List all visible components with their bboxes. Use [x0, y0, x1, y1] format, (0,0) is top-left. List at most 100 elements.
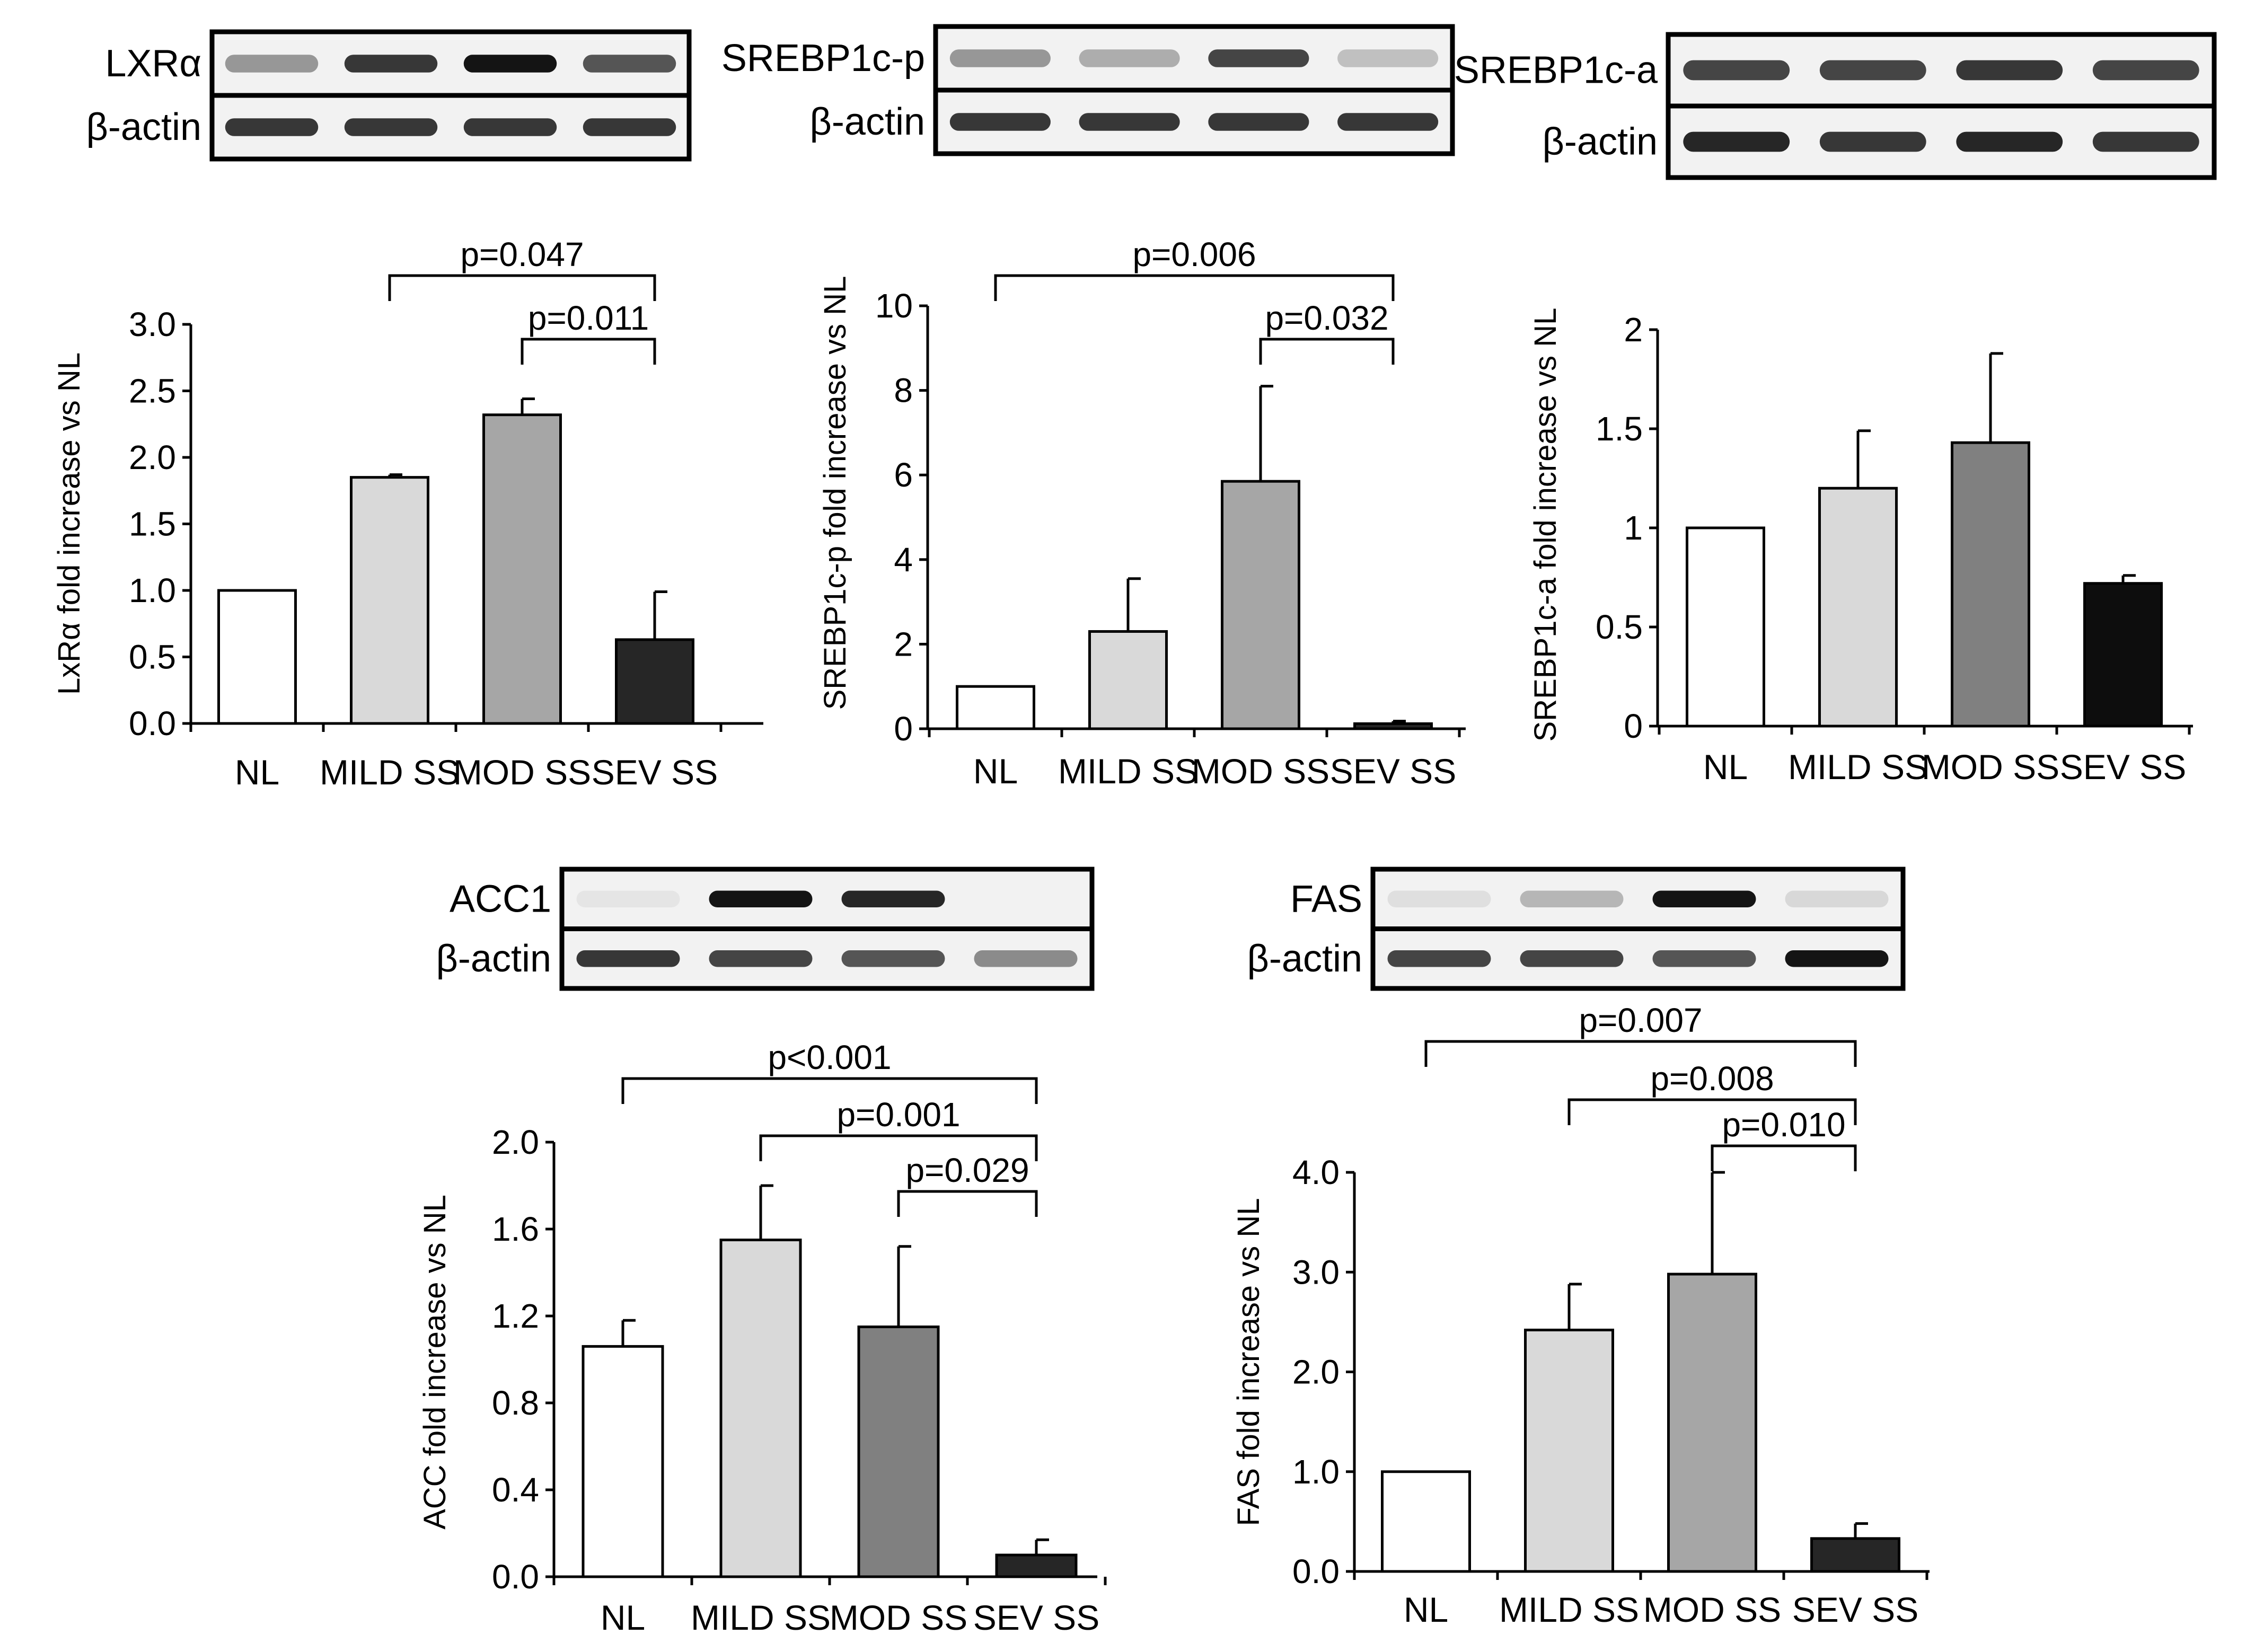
significance-bracket	[621, 1077, 1038, 1104]
y-tick-label: 2.5	[129, 372, 176, 410]
y-tick-label: 2.0	[129, 438, 176, 476]
bar-chart-fas: 0.0 1.0 2.0 3.0 4.0 NL MILD SS MOD SS SEV SS FAS …	[1231, 1001, 1930, 1629]
blot-band	[841, 950, 945, 967]
p-value-label: p<0.001	[768, 1038, 891, 1076]
blot-band	[1079, 49, 1180, 67]
y-tick-label: 0.0	[1292, 1552, 1340, 1591]
blot-band	[974, 950, 1078, 967]
blot-band	[1337, 113, 1439, 131]
bar-sev-ss	[2083, 582, 2163, 728]
blot-protein-label: LXRα	[105, 42, 201, 85]
blot-band	[1683, 60, 1790, 81]
blot-band	[576, 890, 680, 907]
bar-mod-ss	[857, 1326, 940, 1578]
y-tick-label: 1.5	[1596, 410, 1643, 448]
significance-bracket	[1567, 1098, 1857, 1125]
significance-bracket	[897, 1190, 1038, 1217]
protein-blot-row	[559, 867, 1095, 931]
bar-mod-ss	[1951, 441, 2030, 728]
blot-band	[1652, 950, 1756, 967]
category-label: MOD SS	[1192, 752, 1329, 791]
y-tick-label: 2.0	[492, 1123, 539, 1161]
category-label: SEV SS	[592, 753, 718, 792]
blot-band	[709, 950, 813, 967]
blot-band	[1208, 49, 1309, 67]
blot-band	[1819, 131, 1926, 152]
category-label: NL	[1404, 1590, 1448, 1629]
bar-nl	[1381, 1470, 1471, 1573]
category-label: SEV SS	[1792, 1590, 1918, 1629]
y-axis-label: FAS fold increase vs NL	[1231, 1198, 1266, 1526]
y-tick-label: 0.0	[492, 1558, 539, 1596]
category-label: MILD SS	[691, 1598, 831, 1637]
blot-band	[1208, 113, 1309, 131]
category-label: MOD SS	[830, 1598, 967, 1637]
significance-bracket	[521, 338, 656, 365]
blot-band	[1520, 890, 1624, 907]
blot-loading-label: β-actin	[1543, 121, 1658, 163]
y-tick-label: 10	[875, 287, 913, 325]
bar-nl	[956, 685, 1035, 730]
blot-band	[1785, 890, 1889, 907]
blot-loading-label: β-actin	[810, 101, 925, 143]
y-tick-label: 3.0	[129, 305, 176, 343]
y-tick-label: 0.5	[129, 638, 176, 676]
y-tick-label: 2	[1624, 311, 1643, 349]
western-blot-lxr: LXRα β-actin	[86, 29, 692, 162]
significance-bracket	[388, 274, 656, 301]
bar-sev-ss	[1353, 722, 1433, 730]
category-label: MILD SS	[1499, 1590, 1639, 1629]
bar-mild-ss	[1088, 630, 1168, 730]
bar-mild-ss	[1818, 487, 1898, 728]
bar-mild-ss	[719, 1239, 802, 1578]
bar-sev-ss	[615, 638, 694, 725]
western-blot-srebp_p: SREBP1c-p β-actin	[721, 24, 1455, 156]
p-value-label: p=0.047	[460, 235, 584, 273]
category-label: MOD SS	[453, 753, 591, 792]
y-axis-label: SREBP1c-p fold increase vs NL	[818, 276, 852, 710]
p-value-label: p=0.007	[1579, 1001, 1702, 1039]
y-tick-label: 1	[1624, 509, 1643, 547]
category-label: NL	[235, 753, 279, 792]
blot-band	[1819, 60, 1926, 81]
y-tick-label: 4	[894, 541, 913, 579]
category-label: SEV SS	[973, 1598, 1099, 1637]
blot-band	[709, 890, 813, 907]
blot-band	[225, 55, 319, 73]
y-axis-label: ACC fold increase vs NL	[418, 1195, 452, 1530]
category-label: SEV SS	[1330, 752, 1456, 791]
y-tick-label: 2	[894, 625, 913, 663]
bar-mod-ss	[482, 413, 562, 725]
blot-band	[576, 950, 680, 967]
bar-nl	[1686, 526, 1765, 728]
blot-band	[463, 118, 557, 136]
significance-bracket	[994, 274, 1395, 301]
y-axis-label: SREBP1c-a fold increase vs NL	[1528, 308, 1563, 742]
blot-band	[1956, 60, 2063, 81]
p-value-label: p=0.006	[1132, 235, 1256, 273]
y-tick-label: 0	[1624, 707, 1643, 745]
blot-band	[1387, 890, 1491, 907]
blot-band	[1079, 113, 1180, 131]
y-tick-label: 0.8	[492, 1384, 539, 1422]
category-label: MOD SS	[1643, 1590, 1781, 1629]
y-tick-label: 0.0	[129, 704, 176, 743]
blot-band	[2092, 60, 2199, 81]
y-tick-label: 6	[894, 456, 913, 494]
blot-loading-label: β-actin	[1247, 938, 1362, 980]
significance-bracket	[759, 1134, 1038, 1161]
blot-band	[949, 113, 1051, 131]
blot-loading-label: β-actin	[86, 106, 201, 148]
bar-sev-ss	[1810, 1537, 1900, 1573]
blot-band	[344, 118, 438, 136]
category-label: NL	[601, 1598, 645, 1637]
y-tick-label: 1.0	[129, 571, 176, 609]
blot-band	[1520, 950, 1624, 967]
p-value-label: p=0.010	[1722, 1106, 1845, 1144]
blot-band	[1785, 950, 1889, 967]
blot-band	[583, 118, 676, 136]
p-value-label: p=0.001	[836, 1096, 960, 1134]
